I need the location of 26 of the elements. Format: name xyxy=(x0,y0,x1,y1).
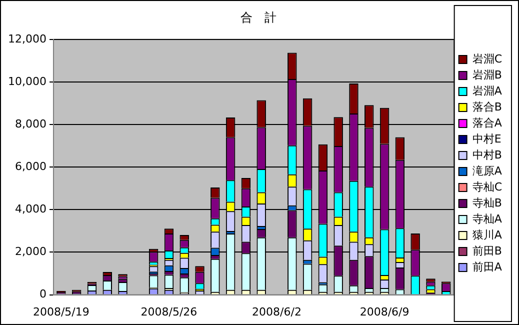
x-tick-label: 2008/6/9 xyxy=(360,305,410,318)
x-tick-label: 2008/5/26 xyxy=(140,305,198,318)
y-tick-label: 2,000 xyxy=(14,245,46,258)
y-tick-label: 10,000 xyxy=(8,74,46,88)
y-tick-label: 6,000 xyxy=(14,160,46,173)
y-tick-label: 12,000 xyxy=(8,32,46,46)
legend-label: 寺杣B xyxy=(472,196,502,210)
legend-label: 滝原A xyxy=(472,164,502,178)
y-tick-label: 0 xyxy=(39,288,46,301)
legend-label: 中村B xyxy=(472,148,502,162)
legend-label: 落合A xyxy=(472,116,502,130)
legend-label: 寺杣C xyxy=(472,180,502,194)
legend-label: 猿川A xyxy=(472,228,502,242)
y-tick-label: 8,000 xyxy=(14,117,46,130)
x-tick-label: 2008/5/19 xyxy=(32,305,90,318)
legend-label: 前田B xyxy=(472,244,502,258)
y-tick-label: 4,000 xyxy=(14,202,46,216)
legend-label: 落合B xyxy=(472,100,502,114)
legend-label: 岩淵C xyxy=(472,52,502,66)
legend-label: 寺杣A xyxy=(472,212,502,226)
legend-label: 前田A xyxy=(472,260,502,274)
legend-label: 岩淵B xyxy=(472,68,502,82)
chart-title: 合 計 xyxy=(240,10,276,24)
legend-label: 岩淵A xyxy=(472,84,502,98)
legend-label: 中村E xyxy=(472,132,502,146)
x-tick-label: 2008/6/2 xyxy=(252,305,302,318)
